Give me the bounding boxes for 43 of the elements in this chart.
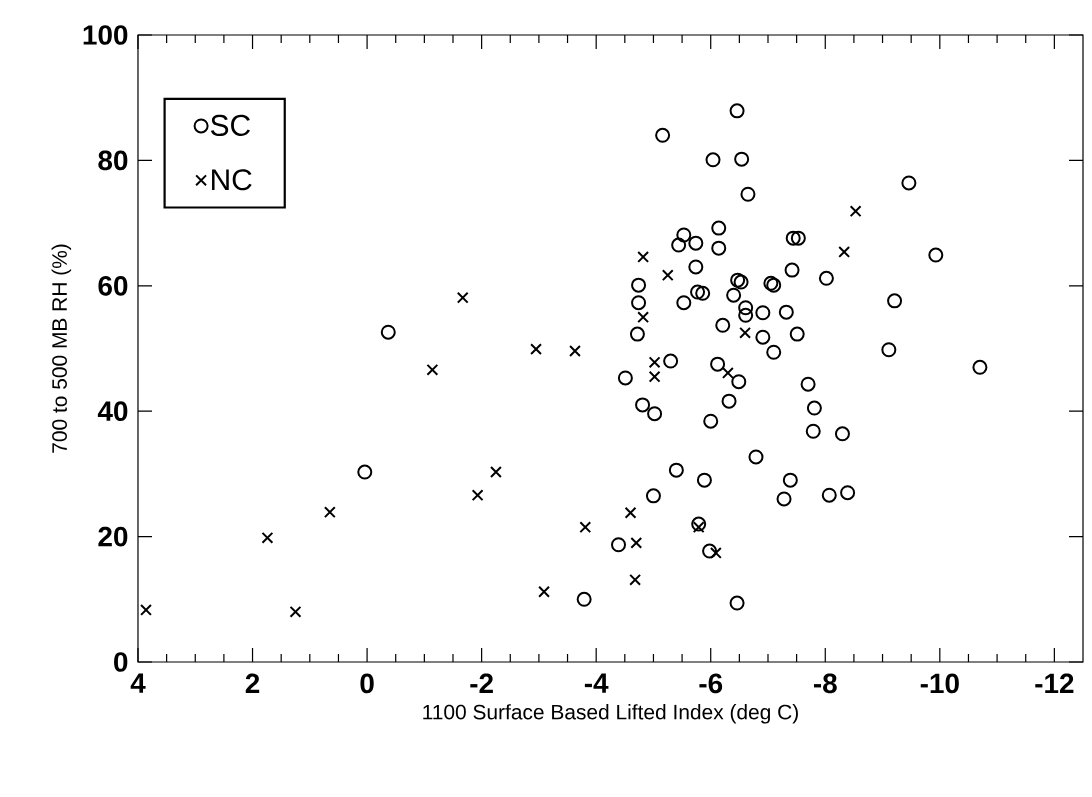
- point: [661, 269, 674, 282]
- point: [637, 311, 650, 324]
- legend-label: NC: [212, 169, 252, 191]
- x-tick-label: 0: [360, 673, 374, 694]
- point: [323, 506, 336, 519]
- point: [569, 345, 581, 357]
- x-tick-label: -8: [813, 673, 837, 694]
- point: [456, 291, 469, 304]
- point: [140, 604, 152, 616]
- x-axis-title: 1100 Surface Based Lifted Index (deg C): [423, 704, 798, 724]
- point: [538, 585, 551, 598]
- x-tick-label: -10: [920, 673, 959, 694]
- point: [721, 367, 734, 379]
- point: [261, 531, 274, 544]
- y-tick-label: 100: [83, 25, 128, 45]
- x-tick-label: -2: [470, 673, 493, 693]
- point: [624, 506, 637, 519]
- point: [289, 605, 302, 618]
- point: [648, 370, 661, 383]
- point: [471, 489, 484, 502]
- point: [838, 245, 851, 258]
- point: [629, 573, 642, 586]
- y-tick-label: 80: [98, 150, 128, 171]
- x-tick-label: 4: [130, 673, 146, 693]
- point: [637, 251, 650, 263]
- y-tick-label: 60: [98, 275, 128, 296]
- y-tick-label: 40: [97, 401, 128, 422]
- point: [530, 343, 542, 356]
- point: [426, 363, 439, 376]
- point: [579, 521, 592, 534]
- y-tick-label: 20: [98, 526, 128, 547]
- point: [630, 536, 643, 549]
- x-tick-label: 2: [245, 673, 260, 693]
- point: [490, 466, 502, 478]
- point: [849, 205, 862, 218]
- point: [739, 326, 752, 339]
- y-axis-title: 700 to 500 MB RH (%): [51, 244, 72, 453]
- x-tick-label: -12: [1035, 673, 1074, 693]
- x-tick-label: -6: [699, 673, 723, 694]
- y-tick-label: 0: [114, 652, 128, 672]
- x-tick-label: -4: [584, 673, 609, 693]
- legend-label: SC: [210, 114, 250, 136]
- point: [648, 356, 661, 369]
